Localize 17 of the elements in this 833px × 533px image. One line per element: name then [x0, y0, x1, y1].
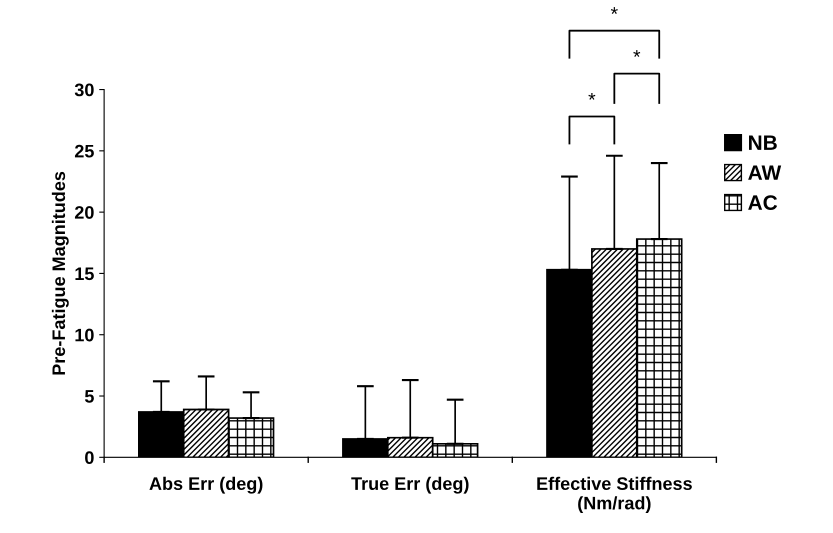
legend-label: NB — [749, 136, 777, 150]
legend-label: AW — [748, 165, 782, 180]
y-axis-title: Pre-Fatigue Magnitudes — [52, 172, 69, 375]
y-tick-label: 25 — [74, 144, 94, 158]
y-tick-label: 15 — [75, 268, 94, 280]
text: * — [610, 7, 618, 14]
legend-label: AC — [748, 195, 778, 210]
x-tick-label: Effective Stiffness (Nm/rad) — [537, 476, 692, 514]
text: * — [633, 50, 640, 57]
annotation: * — [588, 92, 596, 100]
y-tick-label: 20 — [74, 206, 94, 219]
y-tick-label: 0 — [85, 451, 94, 464]
y-tick-label: 10 — [75, 328, 94, 342]
y-tick-label: 5 — [84, 390, 94, 403]
x-tick-label: True Err (deg) — [351, 476, 469, 494]
x-tick-label: Abs Err (deg) — [149, 476, 262, 494]
y-tick-label: 30 — [74, 83, 94, 96]
